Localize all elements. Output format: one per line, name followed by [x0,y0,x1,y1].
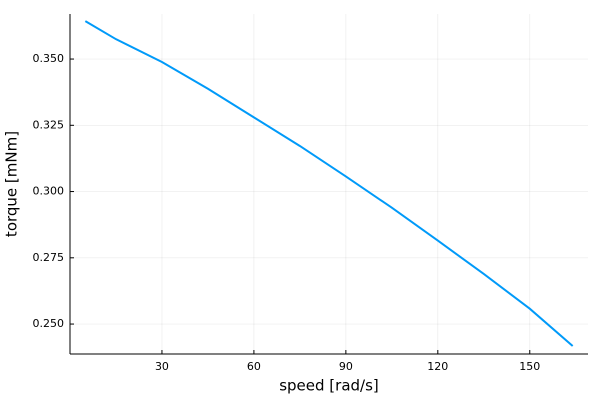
data-line [84,20,574,347]
x-axis-label: speed [rad/s] [279,377,379,395]
x-tick-label: 90 [339,360,353,373]
y-tick-label: 0.275 [33,251,65,264]
y-tick-label: 0.325 [33,118,65,131]
y-axis-label: torque [mNm] [3,131,21,237]
x-tick-label: 150 [519,360,540,373]
x-tick-label: 60 [247,360,261,373]
x-tick-label: 120 [427,360,448,373]
x-tick-label: 30 [155,360,169,373]
y-tick-label: 0.250 [33,317,65,330]
y-tick-label: 0.350 [33,52,65,65]
y-tick-label: 0.300 [33,185,65,198]
